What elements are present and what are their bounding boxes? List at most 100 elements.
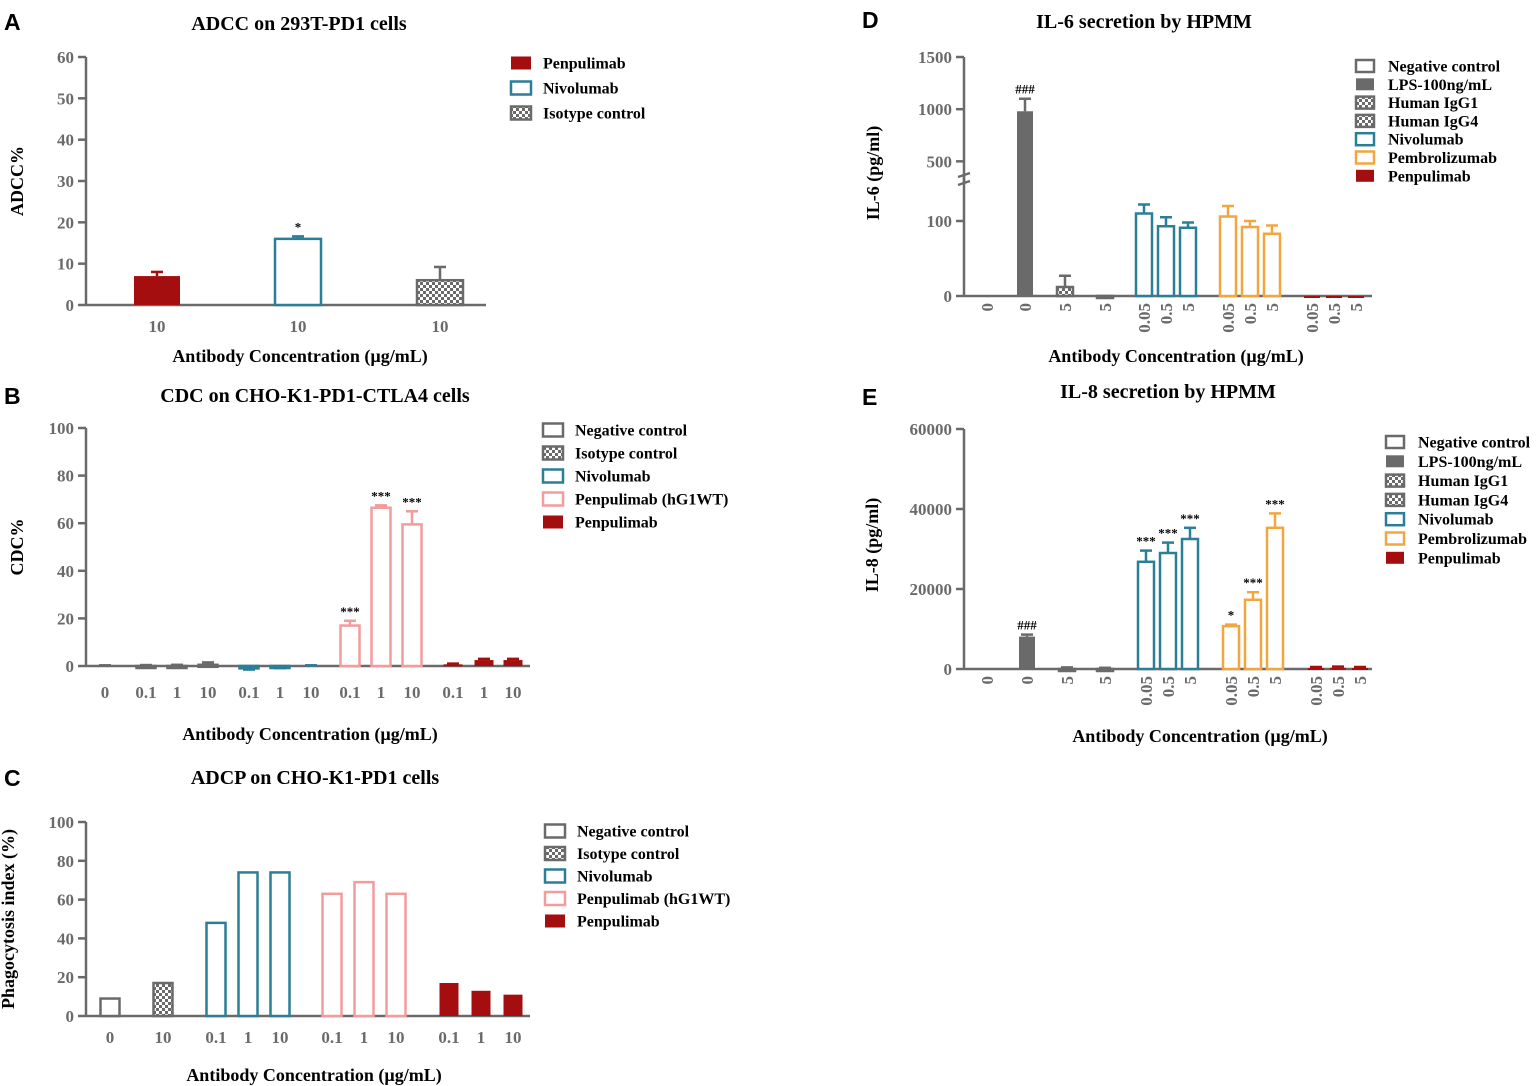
x-tick-label: 0.05 <box>1219 303 1238 333</box>
x-tick-label: 0 <box>1018 676 1037 685</box>
legend-swatch <box>543 890 567 907</box>
y-tick-label: 20 <box>57 609 74 628</box>
y-tick-label: 1000 <box>918 100 952 119</box>
bar <box>1095 294 1115 300</box>
bar <box>1221 624 1241 671</box>
bar <box>1326 296 1342 298</box>
panel-c: C ADCP on CHO-K1-PD1 cells Antibody Concen… <box>0 765 730 1086</box>
y-tick-label: 60 <box>57 48 74 67</box>
bar <box>1057 667 1077 673</box>
x-axis-label: Antibody Concentration (µg/mL) <box>182 724 437 745</box>
bar <box>237 871 259 1018</box>
x-tick-label: 10 <box>303 683 320 702</box>
bar <box>503 660 523 666</box>
panel-letter: B <box>4 383 21 409</box>
x-tick-label: 10 <box>505 683 522 702</box>
x-tick-label: 0.1 <box>339 683 360 702</box>
legend-label: Human IgG1 <box>1388 95 1478 112</box>
x-tick-label: 0 <box>978 303 997 312</box>
chart-title: ADCC on 293T-PD1 cells <box>191 13 407 35</box>
bar <box>1262 232 1282 298</box>
panel-b: B CDC on CHO-K1-PD1-CTLA4 cells Antibody C… <box>4 383 728 745</box>
bar <box>99 997 121 1018</box>
legend-swatch <box>509 105 533 121</box>
x-tick-label: 0.1 <box>135 683 156 702</box>
panel-a: A ADCC on 293T-PD1 cells Antibody Concentr… <box>4 9 646 367</box>
legend-label: Negative control <box>575 423 688 440</box>
x-tick-label: 10 <box>149 317 166 336</box>
x-tick-label: 0 <box>101 683 110 702</box>
legend-swatch <box>541 445 565 461</box>
y-tick-label: 100 <box>49 813 75 832</box>
x-tick-label: 0.1 <box>442 683 463 702</box>
bar <box>1308 668 1324 670</box>
legend-label: Human IgG4 <box>1418 492 1508 509</box>
x-tick-label: 0.05 <box>1222 676 1241 706</box>
x-tick-label: 10 <box>290 317 307 336</box>
y-tick-label: 0 <box>66 1007 75 1026</box>
legend-label: Negative control <box>1418 435 1531 452</box>
legend-label: Nivolumab <box>1388 132 1464 149</box>
x-tick-label: 0 <box>978 676 997 685</box>
bar <box>321 892 343 1018</box>
panel-letter: D <box>862 7 879 33</box>
chart-title: IL-8 secretion by HPMM <box>1060 381 1276 403</box>
y-axis-label: Phagocytosis index (%) <box>0 829 19 1009</box>
x-tick-label: 10 <box>505 1028 522 1047</box>
legend-label: Penpulimab (hG1WT) <box>577 891 730 908</box>
bar <box>273 237 323 307</box>
x-tick-label: 1 <box>480 683 489 702</box>
y-tick-label: 20 <box>57 213 74 232</box>
significance-label: *** <box>1158 526 1178 541</box>
legend-swatch <box>543 868 567 884</box>
x-tick-label: 5 <box>1056 303 1075 312</box>
panel-letter: E <box>862 384 877 410</box>
x-tick-label: 1 <box>377 683 386 702</box>
x-tick-label: 5 <box>1347 303 1366 312</box>
x-tick-label: 1 <box>276 683 285 702</box>
legend-label: Pembrolizumab <box>1418 531 1527 548</box>
legend-label: Isotype control <box>543 106 646 123</box>
bar <box>439 983 459 1016</box>
legend-swatch <box>1354 150 1376 165</box>
x-tick-label: 5 <box>1058 676 1077 685</box>
x-axis-label: Antibody Concentration (µg/mL) <box>1048 346 1303 367</box>
x-tick-label: 10 <box>272 1028 289 1047</box>
legend-swatch <box>1354 58 1376 74</box>
legend-swatch <box>1386 455 1404 468</box>
y-tick-label: 100 <box>927 212 953 231</box>
significance-label: *** <box>1180 511 1200 526</box>
bar <box>1330 667 1346 670</box>
bar <box>1348 296 1364 298</box>
y-axis-label: IL-8 (pg/ml) <box>862 498 883 593</box>
bar <box>471 990 491 1016</box>
bar <box>1156 225 1176 298</box>
y-tick-label: 20000 <box>910 580 953 599</box>
legend-label: Penpulimab <box>1418 550 1501 567</box>
x-axis-label: Antibody Concentration (µg/mL) <box>186 1065 441 1086</box>
bar <box>1178 226 1198 298</box>
y-tick-label: 10 <box>57 255 74 274</box>
y-tick-label: 50 <box>57 89 74 108</box>
bar <box>503 994 523 1016</box>
y-tick-label: 80 <box>57 852 74 871</box>
y-tick-label: 500 <box>927 152 953 171</box>
legend-swatch <box>1384 511 1406 527</box>
bar <box>1304 296 1320 298</box>
x-tick-label: 5 <box>1096 676 1115 685</box>
x-tick-label: 10 <box>155 1028 172 1047</box>
y-axis-label: ADCC% <box>7 146 27 216</box>
y-tick-label: 20 <box>57 968 74 987</box>
x-tick-label: 10 <box>388 1028 405 1047</box>
bar <box>1134 212 1154 298</box>
x-axis-label: Antibody Concentration (µg/mL) <box>172 346 427 367</box>
y-tick-label: 1500 <box>918 48 952 67</box>
legend-swatch <box>1354 131 1376 147</box>
legend-swatch <box>543 823 567 839</box>
panel-d: D IL-6 secretion by HPMM Antibody Concentr… <box>862 7 1501 367</box>
x-tick-label: 10 <box>432 317 449 336</box>
bar <box>401 523 423 668</box>
x-tick-label: 5 <box>1179 303 1198 312</box>
legend-swatch <box>1354 95 1376 110</box>
significance-label: * <box>295 219 302 234</box>
